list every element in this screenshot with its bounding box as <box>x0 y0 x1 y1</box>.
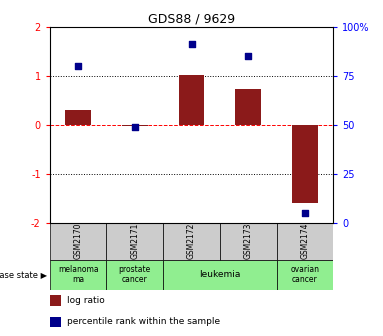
Bar <box>163 260 277 290</box>
Bar <box>122 125 147 126</box>
Text: GSM2171: GSM2171 <box>130 223 139 259</box>
Text: melanoma
ma: melanoma ma <box>58 265 98 284</box>
Point <box>245 53 251 59</box>
Title: GDS88 / 9629: GDS88 / 9629 <box>148 13 235 26</box>
Text: GSM2172: GSM2172 <box>187 223 196 259</box>
Text: percentile rank within the sample: percentile rank within the sample <box>67 318 220 327</box>
Text: GSM2170: GSM2170 <box>74 223 83 259</box>
Bar <box>179 75 204 125</box>
Point <box>75 63 81 69</box>
Polygon shape <box>163 222 220 260</box>
Text: prostate
cancer: prostate cancer <box>119 265 151 284</box>
Bar <box>50 260 106 290</box>
Text: disease state ▶: disease state ▶ <box>0 270 47 279</box>
Bar <box>50 295 61 306</box>
Text: GSM2174: GSM2174 <box>300 223 309 259</box>
Text: GSM2173: GSM2173 <box>244 223 253 259</box>
Polygon shape <box>106 222 163 260</box>
Bar <box>277 260 333 290</box>
Bar <box>236 89 261 125</box>
Point <box>302 210 308 215</box>
Bar <box>50 317 61 327</box>
Bar <box>65 110 91 125</box>
Bar <box>106 260 163 290</box>
Point <box>132 124 138 129</box>
Text: leukemia: leukemia <box>199 270 241 279</box>
Text: log ratio: log ratio <box>67 296 105 305</box>
Point <box>188 42 195 47</box>
Bar <box>292 125 318 203</box>
Polygon shape <box>277 222 333 260</box>
Polygon shape <box>220 222 277 260</box>
Text: ovarian
cancer: ovarian cancer <box>290 265 319 284</box>
Polygon shape <box>50 222 106 260</box>
